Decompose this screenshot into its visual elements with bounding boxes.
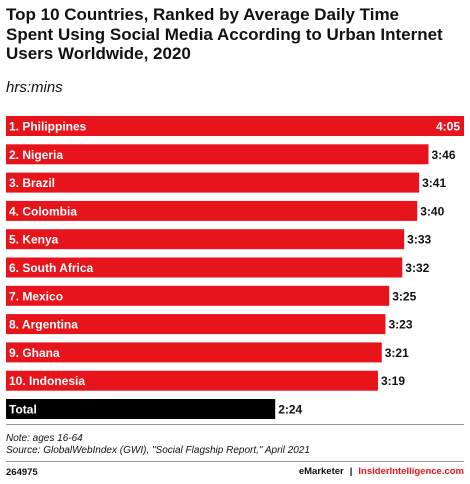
source-text: Source: GlobalWebIndex (GWI), "Social Fl…	[6, 445, 310, 456]
value-label: 3:25	[392, 289, 416, 303]
note-text: Note: ages 16-64	[6, 433, 83, 444]
category-label: 2. Nigeria	[9, 148, 63, 162]
chart-id: 264975	[6, 467, 38, 478]
value-label: 3:21	[385, 346, 409, 360]
bar	[6, 285, 390, 306]
divider	[6, 461, 464, 462]
bar	[6, 144, 429, 165]
bar	[6, 116, 464, 136]
category-label: 8. Argentina	[9, 318, 78, 332]
bar	[6, 314, 386, 335]
category-label: 4. Colombia	[9, 204, 77, 218]
bar	[6, 200, 418, 221]
brand-emarketer: eMarketer	[298, 466, 344, 477]
category-label: 3. Brazil	[9, 176, 55, 190]
chart-notes: Note: ages 16-64 Source: GlobalWebIndex …	[6, 433, 310, 457]
bar	[6, 342, 382, 363]
category-label: 5. Kenya	[9, 233, 59, 247]
bar	[6, 172, 420, 193]
divider	[6, 424, 464, 425]
bar	[6, 370, 379, 391]
category-label: 1. Philippines	[9, 120, 87, 134]
chart-subtitle: hrs:mins	[6, 79, 63, 96]
value-label: 3:46	[431, 148, 455, 162]
value-label: 3:19	[381, 374, 405, 388]
bar	[6, 229, 405, 250]
bar-total	[6, 399, 276, 419]
value-label: 2:24	[278, 403, 302, 417]
category-label: Total	[9, 403, 37, 417]
category-label: 6. South Africa	[9, 261, 94, 275]
value-label: 3:23	[388, 318, 412, 332]
value-label: 3:33	[407, 233, 431, 247]
bar-chart: 1. Philippines 4:05 2. Nigeria 3:46 3. Brazi…	[6, 116, 464, 419]
category-label: 9. Ghana	[9, 346, 60, 360]
value-label: 4:05	[436, 120, 460, 134]
category-label: 7. Mexico	[9, 289, 63, 303]
category-label: 10. Indonesia	[9, 374, 85, 388]
chart-title: Top 10 Countries, Ranked by Average Dail…	[6, 5, 443, 63]
value-label: 3:41	[422, 176, 446, 190]
brand-footer: eMarketer | InsiderIntelligence.com	[299, 466, 464, 477]
value-label: 3:32	[405, 261, 429, 275]
brand-insider-intelligence: InsiderIntelligence.com	[358, 466, 464, 477]
bar	[6, 257, 403, 278]
brand-separator: |	[349, 466, 353, 477]
value-label: 3:40	[420, 204, 444, 218]
